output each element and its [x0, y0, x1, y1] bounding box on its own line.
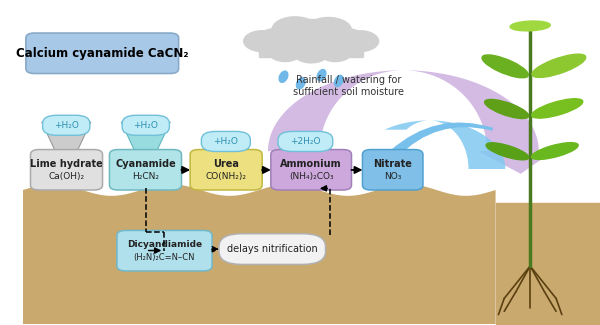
- Ellipse shape: [279, 71, 288, 82]
- Text: Ammonium: Ammonium: [280, 159, 342, 169]
- Circle shape: [272, 17, 318, 43]
- Text: Dicyandiamide: Dicyandiamide: [127, 240, 202, 249]
- FancyBboxPatch shape: [43, 115, 90, 135]
- FancyBboxPatch shape: [109, 150, 181, 190]
- Ellipse shape: [532, 143, 578, 160]
- Circle shape: [275, 20, 347, 59]
- FancyBboxPatch shape: [26, 33, 179, 73]
- Text: Ca(OH)₂: Ca(OH)₂: [49, 172, 85, 181]
- Text: Nitrate: Nitrate: [373, 159, 412, 169]
- Circle shape: [319, 44, 352, 61]
- Text: Rainfall / watering for
sufficient soil moisture: Rainfall / watering for sufficient soil …: [293, 75, 404, 97]
- Polygon shape: [268, 70, 539, 151]
- Text: +H₂O: +H₂O: [214, 137, 238, 146]
- Text: Urea: Urea: [213, 159, 239, 169]
- Polygon shape: [49, 151, 84, 164]
- Text: (NH₄)₂CO₃: (NH₄)₂CO₃: [289, 172, 334, 181]
- Ellipse shape: [532, 99, 583, 118]
- Circle shape: [269, 44, 301, 61]
- FancyBboxPatch shape: [117, 230, 212, 271]
- Text: Calcium cyanamide CaCN₂: Calcium cyanamide CaCN₂: [16, 47, 188, 60]
- Text: +2H₂O: +2H₂O: [290, 137, 320, 146]
- Polygon shape: [128, 151, 164, 164]
- Bar: [259, 48, 363, 57]
- Circle shape: [244, 31, 281, 51]
- Polygon shape: [23, 184, 496, 324]
- Ellipse shape: [486, 143, 529, 160]
- Ellipse shape: [334, 75, 343, 86]
- Ellipse shape: [532, 54, 586, 77]
- FancyBboxPatch shape: [278, 131, 333, 151]
- Text: Lime hydrate: Lime hydrate: [30, 159, 103, 169]
- Polygon shape: [385, 121, 505, 169]
- Circle shape: [254, 28, 305, 57]
- Ellipse shape: [296, 78, 305, 89]
- Text: CO(NH₂)₂: CO(NH₂)₂: [206, 172, 247, 181]
- Circle shape: [294, 44, 328, 63]
- FancyBboxPatch shape: [202, 131, 250, 151]
- Polygon shape: [121, 122, 170, 151]
- Text: +H₂O: +H₂O: [133, 121, 158, 130]
- Ellipse shape: [510, 21, 550, 31]
- Text: +H₂O: +H₂O: [54, 121, 79, 130]
- Circle shape: [342, 31, 379, 51]
- FancyBboxPatch shape: [271, 150, 352, 190]
- Text: NO₃: NO₃: [384, 172, 401, 181]
- Polygon shape: [42, 122, 91, 151]
- Circle shape: [305, 18, 352, 44]
- FancyBboxPatch shape: [122, 115, 169, 135]
- Polygon shape: [478, 151, 553, 174]
- Ellipse shape: [317, 70, 326, 81]
- FancyBboxPatch shape: [190, 150, 262, 190]
- Ellipse shape: [482, 55, 529, 78]
- Ellipse shape: [485, 99, 529, 119]
- FancyBboxPatch shape: [31, 150, 103, 190]
- Circle shape: [317, 28, 369, 57]
- FancyBboxPatch shape: [362, 150, 423, 190]
- Text: Cyanamide: Cyanamide: [115, 159, 176, 169]
- Text: (H₂N)₂C=N–CN: (H₂N)₂C=N–CN: [134, 253, 195, 262]
- Text: H₂CN₂: H₂CN₂: [132, 172, 159, 181]
- FancyBboxPatch shape: [219, 234, 326, 265]
- Text: delays nitrification: delays nitrification: [227, 244, 317, 254]
